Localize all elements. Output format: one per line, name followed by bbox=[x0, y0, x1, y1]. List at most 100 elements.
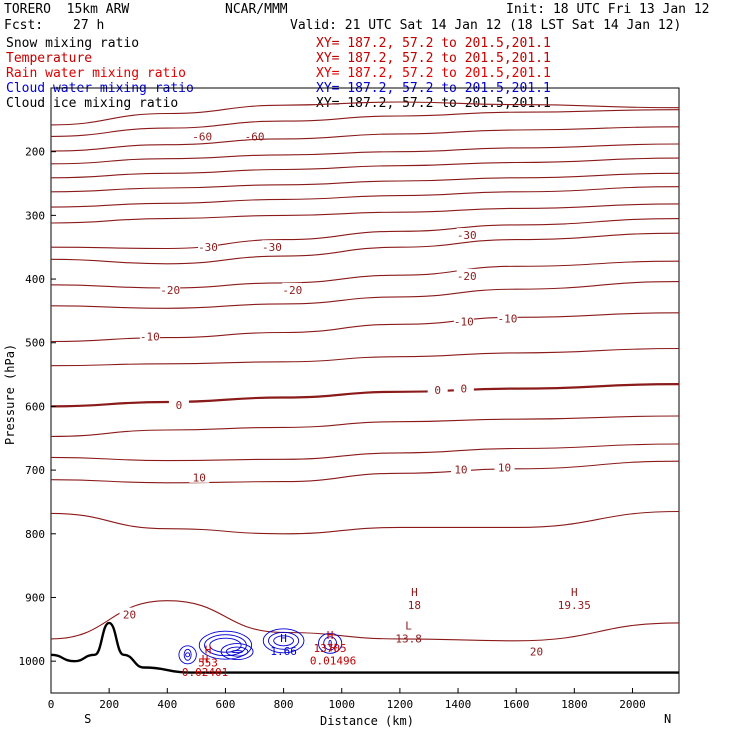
isotherm-17 bbox=[50, 460, 680, 484]
y-tick-label: 200 bbox=[25, 146, 45, 159]
contour-labels: H18H19.35L13.8H553H1.66H13705H0.02401H0.… bbox=[182, 586, 591, 679]
extremum-marker: H bbox=[327, 629, 334, 642]
isotherm-lines: -60 -60 -30 -30 -30 -20 -20 -20 -10 -10 -10 0 0 0 10 10… bbox=[50, 101, 680, 659]
isotherm-2 bbox=[50, 126, 680, 152]
x-tick-label: 200 bbox=[99, 698, 119, 711]
isotherm-label: 0 bbox=[176, 399, 183, 412]
cloud-contour bbox=[328, 639, 332, 647]
terrain-line bbox=[50, 621, 679, 674]
cloud-contour bbox=[225, 646, 249, 657]
field-name-rain: Rain water mixing ratio bbox=[6, 66, 187, 81]
isotherm-label-bg bbox=[160, 282, 181, 295]
isotherm-label-bg bbox=[427, 382, 448, 395]
extremum-value: 13.8 bbox=[395, 632, 422, 645]
extremum-value: 0.02401 bbox=[182, 666, 228, 679]
y-tick-label: 300 bbox=[25, 209, 45, 222]
isotherm-label-bg bbox=[450, 462, 471, 475]
extremum-value: 13705 bbox=[314, 642, 347, 655]
x-axis-title: Distance (km) bbox=[320, 714, 414, 728]
extremum-value: 1.66 bbox=[270, 645, 297, 658]
x-tick-label: 1800 bbox=[561, 698, 588, 711]
isotherm-label: -30 bbox=[262, 241, 282, 254]
isotherm-9 bbox=[50, 232, 680, 265]
isotherm-13 bbox=[50, 347, 680, 367]
isotherm-3 bbox=[50, 143, 680, 165]
isotherm-8 bbox=[50, 218, 680, 250]
isotherm-label-bg bbox=[244, 129, 265, 142]
isotherm-label: -60 bbox=[192, 130, 212, 143]
x-tick-label: 800 bbox=[274, 698, 294, 711]
init-time: Init: 18 UTC Fri 13 Jan 12 bbox=[506, 2, 710, 17]
isotherm-label-bg bbox=[198, 240, 218, 253]
isotherm-label: -20 bbox=[160, 284, 180, 297]
isotherm-label: -20 bbox=[282, 284, 302, 297]
isotherm-label-bg bbox=[189, 470, 210, 483]
isotherm-1 bbox=[50, 109, 680, 137]
y-tick-label: 900 bbox=[25, 591, 45, 604]
field-xy-rain: XY= 187.2, 57.2 to 201.5,201.1 bbox=[316, 66, 551, 81]
isotherm-16 bbox=[50, 443, 680, 462]
cloud-contour bbox=[220, 643, 254, 661]
cloud-contour bbox=[178, 645, 197, 665]
x-tick-label: 600 bbox=[216, 698, 236, 711]
isotherm-10 bbox=[50, 260, 680, 289]
x-tick-label: 1400 bbox=[445, 698, 472, 711]
extremum-marker: H bbox=[571, 586, 578, 599]
isotherm-label-bg bbox=[119, 607, 140, 620]
field-name-temperature: Temperature bbox=[6, 51, 93, 66]
organization-label: NCAR/MMM bbox=[225, 2, 288, 17]
isotherm-4 bbox=[50, 157, 680, 179]
isotherm-label-bg bbox=[139, 329, 160, 342]
cloud-water-contours bbox=[178, 628, 343, 665]
field-xy-cloud-ice: XY= 187.2, 57.2 to 201.5,201.1 bbox=[316, 96, 551, 111]
isotherm-label-bg bbox=[261, 240, 282, 253]
isotherm-label: -30 bbox=[457, 229, 477, 242]
isotherm-label-bg bbox=[168, 398, 189, 411]
isotherm-label-bg bbox=[526, 644, 547, 657]
south-label: S bbox=[84, 712, 91, 726]
axes: 0 200 400 600 800 1000 1200 1400 1600 1800 2000200… bbox=[19, 146, 672, 726]
field-xy-temperature: XY= 187.2, 57.2 to 201.5,201.1 bbox=[316, 51, 551, 66]
plot-border bbox=[50, 87, 680, 694]
isotherm-label: 0 bbox=[461, 383, 468, 396]
plot-frame bbox=[50, 87, 680, 694]
isotherm-label-bg bbox=[453, 381, 474, 394]
cloud-contour bbox=[268, 631, 300, 650]
extremum-value: 18 bbox=[408, 599, 421, 612]
field-xy-snow: XY= 187.2, 57.2 to 201.5,201.1 bbox=[316, 36, 551, 51]
cloud-contour bbox=[185, 652, 191, 658]
isotherm-label: -10 bbox=[454, 316, 474, 329]
forecast-hour: 27 h bbox=[73, 18, 105, 33]
x-tick-label: 1000 bbox=[328, 698, 355, 711]
isotherm-label: -10 bbox=[498, 313, 518, 326]
isotherm-label-bg bbox=[192, 129, 213, 142]
isotherm-6 bbox=[50, 186, 680, 208]
cloud-contour bbox=[323, 636, 337, 651]
cloud-contour bbox=[198, 630, 253, 660]
y-tick-label: 700 bbox=[25, 464, 45, 477]
extremum-marker: H bbox=[411, 586, 418, 599]
isotherm-label-bg bbox=[456, 268, 477, 281]
cloud-contour bbox=[209, 637, 242, 653]
isotherm-15 bbox=[50, 415, 680, 437]
isotherm-label-bg bbox=[453, 314, 474, 327]
isotherm-12 bbox=[50, 312, 680, 343]
isotherm-5 bbox=[50, 172, 680, 193]
extremum-value: 553 bbox=[198, 657, 218, 670]
terrain-surface bbox=[50, 621, 679, 674]
x-tick-label: 1200 bbox=[387, 698, 414, 711]
isotherm-label: 10 bbox=[454, 463, 467, 476]
north-label: N bbox=[664, 712, 671, 726]
x-tick-label: 0 bbox=[48, 698, 55, 711]
cloud-contour bbox=[273, 635, 294, 647]
extremum-marker: H bbox=[205, 644, 212, 657]
isotherm-label-bg bbox=[456, 228, 477, 241]
y-tick-label: 1000 bbox=[19, 655, 46, 668]
extremum-marker: H bbox=[202, 653, 209, 666]
isotherm-0 bbox=[50, 101, 680, 126]
extremum-value: 0.01496 bbox=[310, 655, 356, 668]
isotherm-11 bbox=[50, 281, 680, 309]
isotherm-19 bbox=[50, 600, 680, 642]
isotherm-label: 0 bbox=[434, 384, 441, 397]
